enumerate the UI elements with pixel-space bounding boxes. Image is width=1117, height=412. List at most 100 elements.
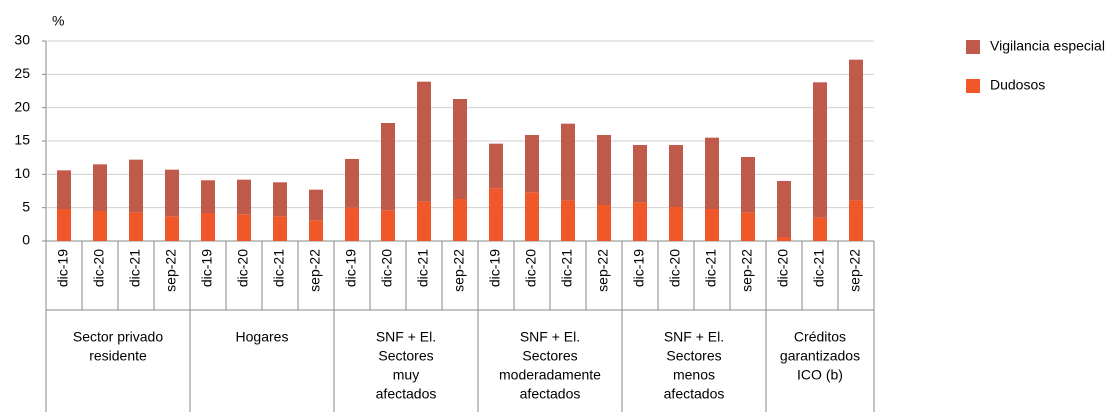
- group-label: residente: [89, 348, 147, 364]
- bar-segment: [633, 145, 647, 203]
- x-tick-label: dic-19: [487, 249, 503, 287]
- group-label: moderadamente: [499, 367, 601, 383]
- bar-segment: [597, 205, 611, 241]
- bar-segment: [741, 212, 755, 241]
- bar-segment: [453, 199, 467, 241]
- x-tick-label: dic-20: [235, 249, 251, 287]
- x-tick-label: dic-20: [523, 249, 539, 287]
- x-tick-label: dic-20: [667, 249, 683, 287]
- bar-segment: [165, 216, 179, 241]
- group-label: Créditos: [794, 329, 846, 345]
- x-tick-label: dic-21: [559, 249, 575, 287]
- y-tick-label: 25: [14, 65, 30, 81]
- group-label: Sectores: [666, 348, 721, 364]
- bar-segment: [201, 180, 215, 213]
- y-tick-label: 20: [14, 98, 30, 114]
- legend-swatch: [966, 79, 980, 93]
- bar-segment: [201, 213, 215, 241]
- bar-segment: [741, 157, 755, 213]
- bar-segment: [309, 220, 323, 241]
- x-tick-label: dic-20: [91, 249, 107, 287]
- legend-label: Dudosos: [990, 77, 1045, 93]
- bar-segment: [633, 202, 647, 241]
- group-label: garantizados: [780, 348, 860, 364]
- bar-segment: [345, 207, 359, 241]
- bar-segment: [669, 207, 683, 241]
- bar-segment: [525, 135, 539, 193]
- bar-segment: [453, 99, 467, 199]
- x-tick-label: dic-21: [271, 249, 287, 287]
- bar-segment: [489, 188, 503, 241]
- bar-segment: [849, 200, 863, 241]
- x-tick-label: dic-21: [127, 249, 143, 287]
- group-label: afectados: [376, 386, 437, 402]
- group-label: ICO (b): [797, 367, 843, 383]
- x-tick-label: sep-22: [847, 249, 863, 292]
- group-label: Sectores: [378, 348, 433, 364]
- group-label: muy: [393, 367, 419, 383]
- group-label: Sectores: [522, 348, 577, 364]
- group-label: SNF + El.: [376, 329, 436, 345]
- legend-swatch: [966, 40, 980, 54]
- bar-segment: [129, 159, 143, 213]
- group-label: SNF + El.: [520, 329, 580, 345]
- group-label: afectados: [664, 386, 725, 402]
- bar-segment: [237, 214, 251, 241]
- bar-segment: [561, 200, 575, 241]
- y-tick-label: 15: [14, 132, 30, 148]
- x-tick-label: dic-19: [631, 249, 647, 287]
- group-label: menos: [673, 367, 715, 383]
- x-tick-label: sep-22: [739, 249, 755, 292]
- x-tick-label: dic-19: [55, 249, 71, 287]
- bar-segment: [849, 59, 863, 201]
- bar-segment: [705, 137, 719, 209]
- bar-segment: [489, 143, 503, 189]
- y-tick-label: 30: [14, 32, 30, 48]
- bar-segment: [669, 145, 683, 207]
- bar-segment: [597, 135, 611, 205]
- x-tick-label: sep-22: [307, 249, 323, 292]
- group-label: Hogares: [236, 329, 289, 345]
- bar-segment: [417, 201, 431, 241]
- bar-segment: [273, 182, 287, 217]
- bar-segment: [273, 216, 287, 241]
- bar-segment: [57, 170, 71, 209]
- bar-segment: [57, 209, 71, 241]
- x-tick-label: dic-21: [415, 249, 431, 287]
- bar-segment: [561, 123, 575, 201]
- x-tick-label: dic-21: [811, 249, 827, 287]
- y-tick-label: 10: [14, 165, 30, 181]
- bar-segment: [705, 209, 719, 241]
- x-tick-label: dic-20: [775, 249, 791, 287]
- x-tick-label: dic-19: [199, 249, 215, 287]
- bar-segment: [417, 81, 431, 202]
- bar-segment: [777, 181, 791, 237]
- x-tick-label: dic-20: [379, 249, 395, 287]
- bar-segment: [309, 189, 323, 221]
- x-tick-label: sep-22: [451, 249, 467, 292]
- bar-segment: [165, 169, 179, 217]
- bar-segment: [777, 237, 791, 241]
- bar-segment: [345, 159, 359, 208]
- bar-segment: [93, 211, 107, 241]
- bar-segment: [381, 123, 395, 211]
- group-label: Sector privado: [73, 329, 163, 345]
- bar-segment: [813, 217, 827, 241]
- bar-segment: [525, 192, 539, 241]
- x-tick-label: sep-22: [163, 249, 179, 292]
- x-tick-label: sep-22: [595, 249, 611, 292]
- bar-segment: [237, 179, 251, 215]
- y-unit: %: [52, 13, 64, 29]
- bar-segment: [381, 210, 395, 241]
- bar-segment: [93, 164, 107, 211]
- legend-label: Vigilancia especial: [990, 38, 1105, 54]
- group-label: SNF + El.: [664, 329, 724, 345]
- x-tick-label: dic-21: [703, 249, 719, 287]
- x-tick-label: dic-19: [343, 249, 359, 287]
- group-label: afectados: [520, 386, 581, 402]
- bar-segment: [129, 212, 143, 241]
- y-tick-label: 0: [22, 232, 30, 248]
- bar-segment: [813, 82, 827, 218]
- y-tick-label: 5: [22, 198, 30, 214]
